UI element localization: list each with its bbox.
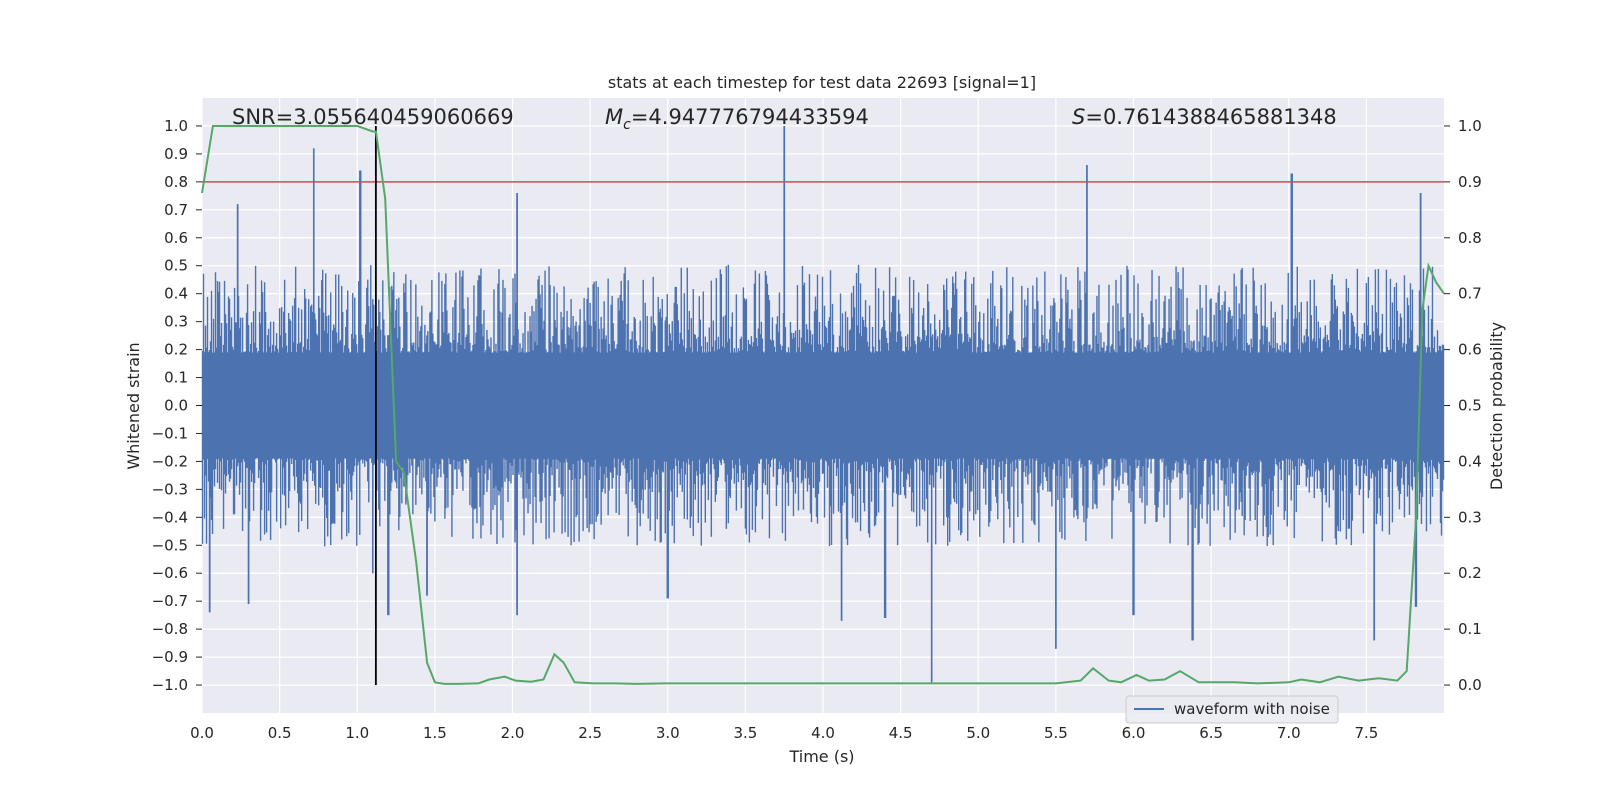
x-tick-label: 2.5 bbox=[578, 724, 602, 742]
x-tick-label: 6.0 bbox=[1122, 724, 1146, 742]
x-tick-label: 4.5 bbox=[889, 724, 913, 742]
y-right-tick-label: 0.6 bbox=[1458, 341, 1482, 359]
legend-label: waveform with noise bbox=[1174, 700, 1330, 718]
reference-lines bbox=[202, 125, 1444, 686]
x-tick-label: 6.5 bbox=[1199, 724, 1223, 742]
chirp-mass-subscript: c bbox=[623, 117, 631, 133]
tick-labels: 0.0 0.5 1.0 1.5 2.0 2.5 3.0 3.5 4.0 4.5 5.0 5.5 6.0 6… bbox=[152, 117, 1482, 742]
y-tick-label: 0.4 bbox=[164, 285, 188, 303]
y-tick-label: 0.8 bbox=[164, 173, 188, 191]
x-tick-label: 5.5 bbox=[1044, 724, 1068, 742]
x-tick-label: 4.0 bbox=[811, 724, 835, 742]
y-tick-label: 0.2 bbox=[164, 341, 188, 359]
y-right-tick-label: 0.1 bbox=[1458, 620, 1482, 638]
y-tick-label: 0.1 bbox=[164, 369, 188, 387]
chirp-mass-value: =4.947776794433594 bbox=[631, 105, 869, 129]
x-tick-label: 7.0 bbox=[1277, 724, 1301, 742]
y-tick-label: −0.3 bbox=[152, 480, 188, 498]
y-tick-label: −0.9 bbox=[152, 648, 188, 666]
y-tick-label: 0.6 bbox=[164, 229, 188, 247]
legend-box bbox=[1125, 695, 1339, 724]
y-tick-label: −0.6 bbox=[152, 564, 188, 582]
legend: waveform with noise bbox=[1125, 695, 1339, 724]
x-tick-label: 0.5 bbox=[268, 724, 292, 742]
waveform-series bbox=[201, 125, 1445, 683]
chart-title: stats at each timestep for test data 226… bbox=[608, 73, 1036, 92]
chirp-mass-annotation: Mc=4.947776794433594 bbox=[605, 105, 869, 133]
x-tick-label: 2.0 bbox=[501, 724, 525, 742]
y-right-tick-label: 0.7 bbox=[1458, 285, 1482, 303]
y-axis-label: Whitened strain bbox=[124, 342, 143, 469]
y-tick-label: −0.4 bbox=[152, 508, 188, 526]
s-symbol: S bbox=[1072, 105, 1085, 129]
x-tick-label: 3.0 bbox=[656, 724, 680, 742]
x-tick-label: 1.5 bbox=[423, 724, 447, 742]
y-right-tick-label: 0.0 bbox=[1458, 676, 1482, 694]
x-axis-label: Time (s) bbox=[788, 747, 854, 766]
x-tick-label: 5.0 bbox=[966, 724, 990, 742]
chirp-mass-symbol: M bbox=[605, 105, 623, 129]
x-tick-label: 3.5 bbox=[733, 724, 757, 742]
y-tick-label: 0.0 bbox=[164, 397, 188, 415]
y-right-tick-label: 0.9 bbox=[1458, 173, 1482, 191]
x-tick-label: 0.0 bbox=[190, 724, 214, 742]
y-tick-label: 0.7 bbox=[164, 201, 188, 219]
y-right-tick-label: 0.8 bbox=[1458, 229, 1482, 247]
y-right-tick-label: 0.3 bbox=[1458, 508, 1482, 526]
y-tick-label: 0.5 bbox=[164, 257, 188, 275]
y-tick-label: 0.9 bbox=[164, 145, 188, 163]
y-tick-label: −0.1 bbox=[152, 424, 188, 442]
y-tick-label: 1.0 bbox=[164, 117, 188, 135]
y-tick-label: −0.8 bbox=[152, 620, 188, 638]
probability-series bbox=[201, 125, 1445, 685]
y-tick-label: 0.3 bbox=[164, 313, 188, 331]
s-annotation: S=0.7614388465881348 bbox=[1072, 105, 1337, 129]
y-tick-label: −0.7 bbox=[152, 592, 188, 610]
y-right-tick-label: 0.2 bbox=[1458, 564, 1482, 582]
detection-probability-line bbox=[201, 125, 1445, 685]
y-right-tick-label: 1.0 bbox=[1458, 117, 1482, 135]
y-right-tick-label: 0.5 bbox=[1458, 397, 1482, 415]
snr-annotation: SNR=3.055640459060669 bbox=[232, 105, 514, 129]
y-tick-label: −0.2 bbox=[152, 452, 188, 470]
y-tick-label: −1.0 bbox=[152, 676, 188, 694]
x-tick-label: 1.0 bbox=[345, 724, 369, 742]
x-tick-label: 7.5 bbox=[1354, 724, 1378, 742]
y-axis-label-right: Detection probability bbox=[1487, 322, 1506, 490]
y-right-tick-label: 0.4 bbox=[1458, 452, 1482, 470]
y-tick-label: −0.5 bbox=[152, 536, 188, 554]
s-value: =0.7614388465881348 bbox=[1085, 105, 1336, 129]
